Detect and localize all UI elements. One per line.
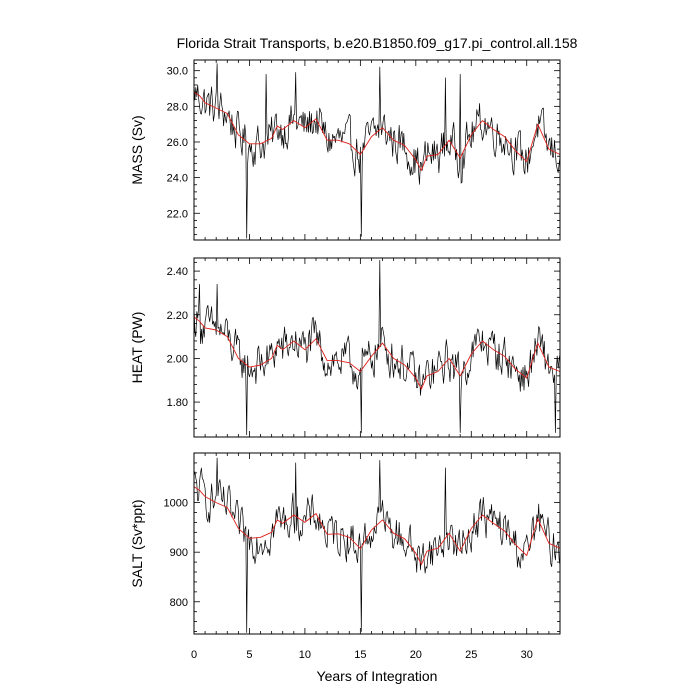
x-tick-label: 10	[299, 649, 311, 661]
mass-y-tick-label: 26.0	[167, 137, 188, 149]
figure-title: Florida Strait Transports, b.e20.B1850.f…	[177, 35, 578, 51]
heat-y-tick-label: 2.20	[167, 310, 188, 322]
x-axis-label: Years of Integration	[317, 668, 438, 684]
mass-y-tick-label: 28.0	[167, 101, 188, 113]
panels: 22.0 24.0 26.0 28.0 30.0 MASS (Sv) 1.80 2.00 2.2…	[129, 59, 561, 661]
panel-salt: 800 900 1000 SALT (Sv*ppt) 0 5 10 15 20 25 30	[129, 452, 561, 661]
mass-y-tick-label: 30.0	[167, 66, 188, 78]
salt-y-axis-label: SALT (Sv*ppt)	[129, 499, 145, 587]
salt-y-tick-label: 800	[170, 597, 188, 609]
x-tick-label: 25	[465, 649, 477, 661]
x-tick-label: 30	[521, 649, 533, 661]
mass-y-tick-label: 24.0	[167, 173, 188, 185]
salt-annual-mean-line	[193, 486, 561, 566]
x-tick-label: 0	[191, 649, 197, 661]
salt-monthly-line	[193, 457, 561, 633]
salt-y-tick-label: 1000	[164, 498, 188, 510]
x-tick-label: 5	[246, 649, 252, 661]
salt-y-tick-label: 900	[170, 547, 188, 559]
mass-y-tick-label: 22.0	[167, 208, 188, 220]
heat-plot-frame	[193, 257, 561, 438]
heat-y-tick-label: 2.00	[167, 353, 188, 365]
heat-y-tick-label: 2.40	[167, 266, 188, 278]
heat-annual-mean-line	[193, 316, 561, 390]
mass-y-axis-label: MASS (Sv)	[129, 115, 145, 184]
panel-heat: 1.80 2.00 2.20 2.40 HEAT (PW)	[129, 257, 561, 438]
panel-mass: 22.0 24.0 26.0 28.0 30.0 MASS (Sv)	[129, 59, 561, 241]
mass-monthly-line	[193, 63, 561, 239]
mass-plot-frame	[193, 59, 561, 241]
salt-plot-frame	[193, 452, 561, 635]
x-tick-label: 15	[354, 649, 366, 661]
heat-y-axis-label: HEAT (PW)	[129, 312, 145, 384]
mass-annual-mean-line	[193, 91, 561, 171]
heat-monthly-line	[193, 259, 561, 436]
heat-y-tick-label: 1.80	[167, 397, 188, 409]
x-tick-label: 20	[410, 649, 422, 661]
